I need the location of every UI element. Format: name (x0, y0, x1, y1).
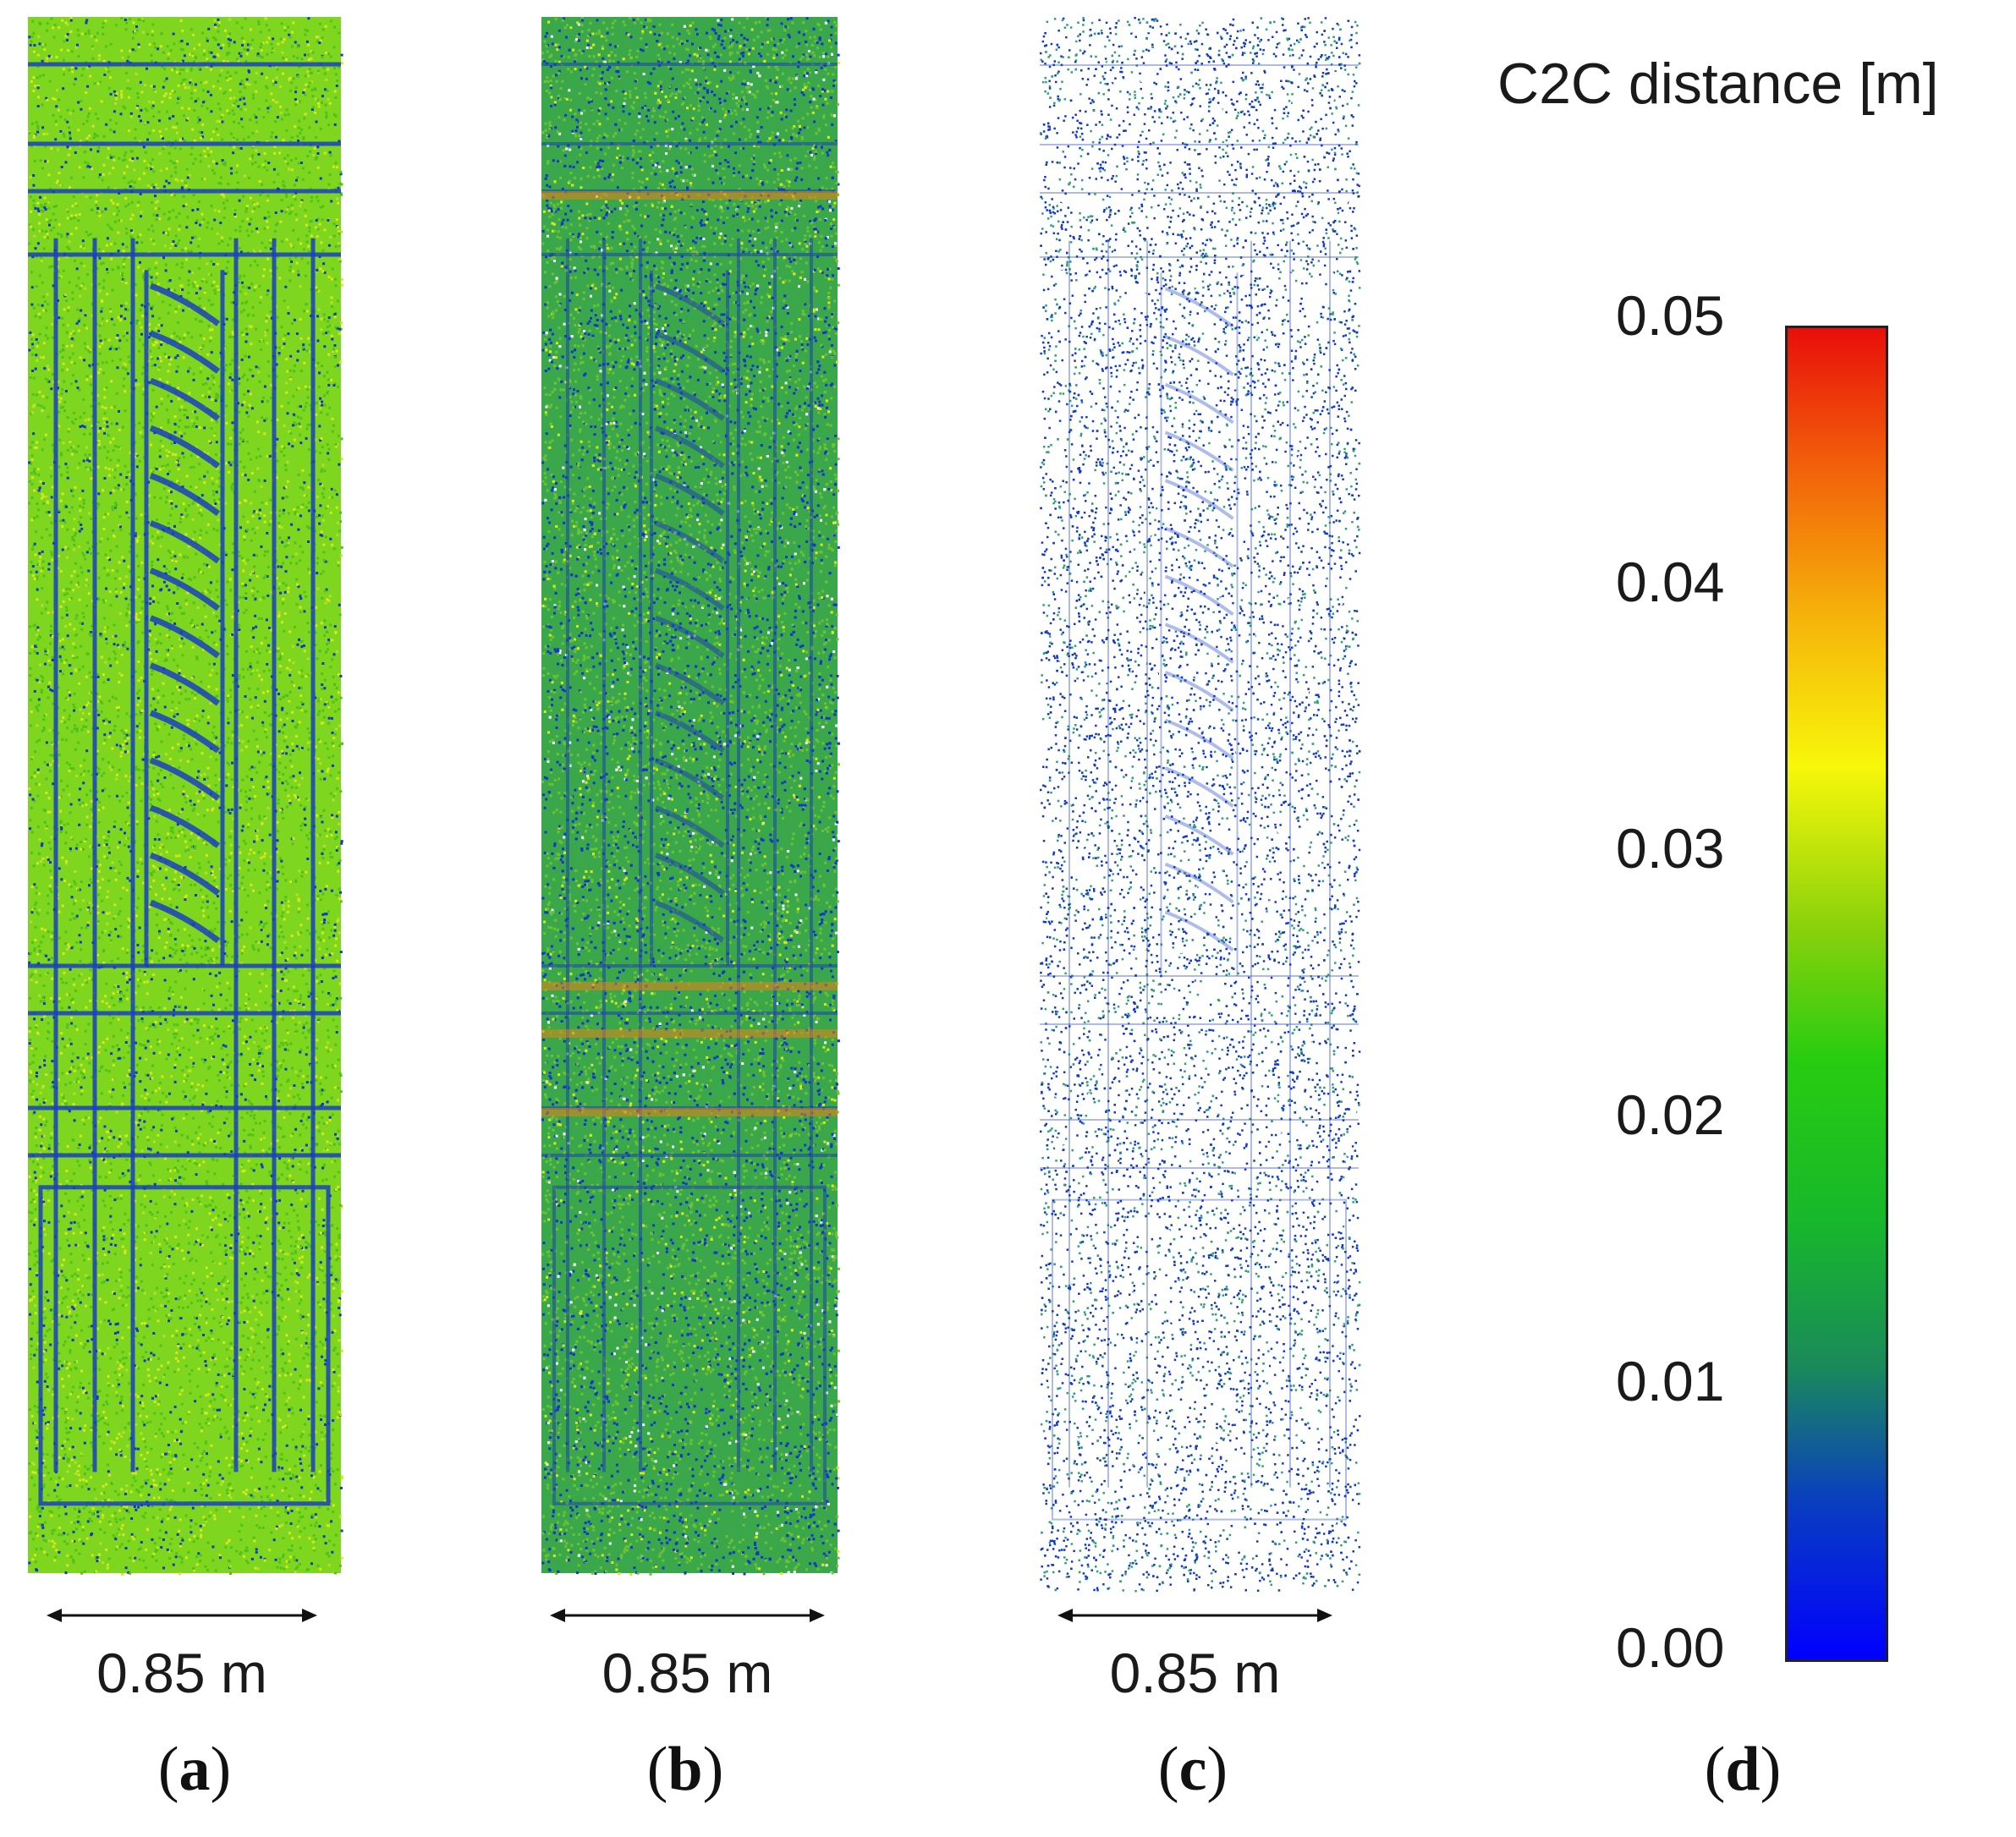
point-cloud-panel-a (28, 17, 343, 1576)
colorbar-tick-label: 0.02 (1616, 1083, 1768, 1147)
scale-bar-b: 0.85 m (550, 1598, 825, 1704)
colorbar-tick-label: 0.05 (1616, 283, 1768, 348)
colorbar-tick-label: 0.01 (1616, 1349, 1768, 1413)
colorbar-title: C2C distance [m] (1497, 51, 1939, 117)
panel-label-d: (d) (1658, 1734, 1827, 1806)
panel-label-c: (c) (1108, 1734, 1277, 1806)
panel-label-a: (a) (110, 1734, 279, 1806)
colorbar (1785, 326, 1888, 1662)
scale-bar-a: 0.85 m (47, 1598, 317, 1704)
scale-bar-label: 0.85 m (1057, 1641, 1332, 1705)
scale-bar-label: 0.85 m (550, 1641, 825, 1705)
scale-bar-label: 0.85 m (47, 1641, 317, 1705)
panel-label-b: (b) (601, 1734, 770, 1806)
scale-bar-c: 0.85 m (1057, 1598, 1332, 1704)
colorbar-tick-label: 0.00 (1616, 1615, 1768, 1680)
point-cloud-panel-b (541, 17, 840, 1576)
point-cloud-panel-c (1040, 17, 1361, 1593)
colorbar-tick-label: 0.04 (1616, 550, 1768, 614)
colorbar-tick-label: 0.03 (1616, 816, 1768, 880)
